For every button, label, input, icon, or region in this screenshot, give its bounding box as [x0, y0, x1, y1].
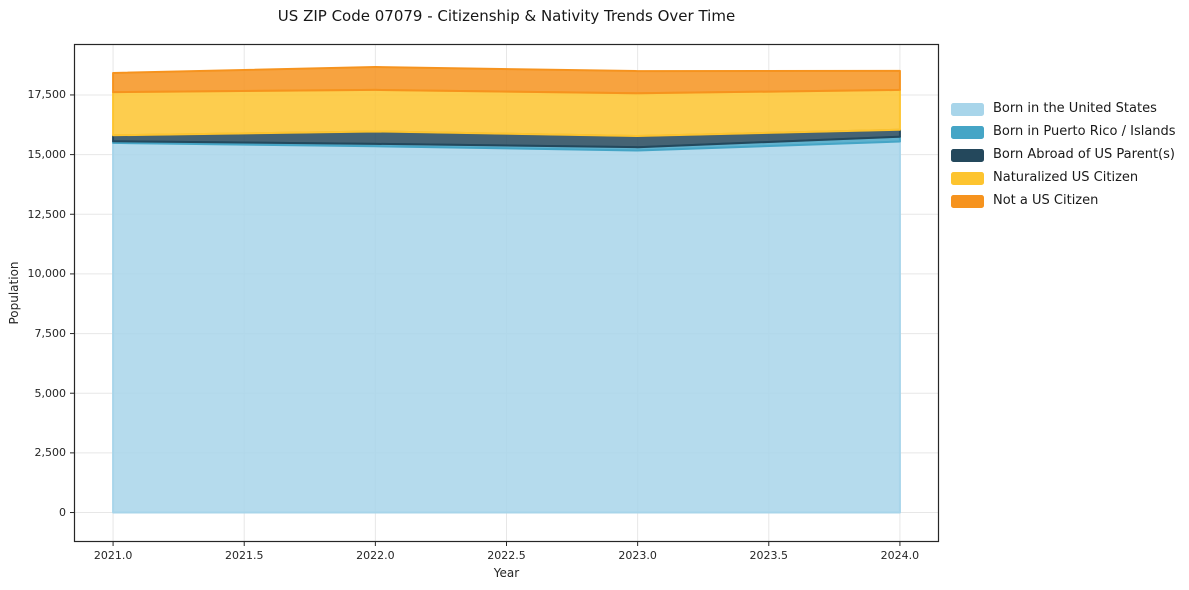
- y-axis-label: Population: [7, 261, 21, 325]
- y-tick-label: 15,000: [27, 148, 67, 162]
- x-axis-label: Year: [493, 566, 520, 580]
- x-tick-label: 2022.0: [356, 549, 395, 562]
- born-abroad-swatch-icon: [951, 148, 984, 162]
- chart-title: US ZIP Code 07079 - Citizenship & Nativi…: [277, 7, 736, 25]
- not-citizen-swatch-icon: [951, 194, 984, 208]
- legend-label: Not a US Citizen: [993, 193, 1099, 208]
- y-tick-label: 5,000: [34, 386, 67, 400]
- y-tick-label: 2,500: [34, 446, 67, 460]
- legend-item-born-pr-islands: Born in Puerto Rico / Islands: [951, 125, 1176, 139]
- x-tick-label: 2023.5: [749, 549, 789, 562]
- born-pr-islands-swatch-icon: [951, 125, 984, 139]
- legend-item-not-citizen: Not a US Citizen: [951, 194, 1176, 208]
- area-series-not-citizen: [112, 66, 901, 95]
- legend-label: Naturalized US Citizen: [993, 170, 1139, 185]
- area-series-naturalized: [112, 88, 901, 137]
- legend-label: Born Abroad of US Parent(s): [993, 147, 1175, 162]
- plot-area: [70, 43, 940, 546]
- x-tick-label: 2024.0: [880, 549, 920, 562]
- x-tick-label: 2021.5: [224, 549, 264, 562]
- naturalized-swatch-icon: [951, 171, 984, 185]
- legend-label: Born in the United States: [993, 101, 1157, 116]
- legend-label: Born in Puerto Rico / Islands: [993, 124, 1176, 139]
- legend-item-born-in-us: Born in the United States: [951, 102, 1176, 116]
- y-tick-label: 17,500: [27, 88, 67, 102]
- y-tick-label: 7,500: [34, 327, 67, 341]
- x-tick-label: 2023.0: [618, 549, 657, 562]
- born-in-us-swatch-icon: [951, 102, 984, 116]
- y-tick-label: 10,000: [27, 267, 67, 281]
- y-tick-label: 12,500: [27, 207, 67, 221]
- legend-item-naturalized: Naturalized US Citizen: [951, 171, 1176, 185]
- legend: Born in the United States Born in Puerto …: [951, 102, 1176, 208]
- plot-frame: [73, 43, 940, 543]
- legend-item-born-abroad: Born Abroad of US Parent(s): [951, 148, 1176, 162]
- area-series-born-in-us: [112, 140, 901, 514]
- x-tick-label: 2022.5: [487, 549, 526, 562]
- y-tick-label: 0: [59, 506, 66, 520]
- x-tick-label: 2021.0: [93, 549, 133, 562]
